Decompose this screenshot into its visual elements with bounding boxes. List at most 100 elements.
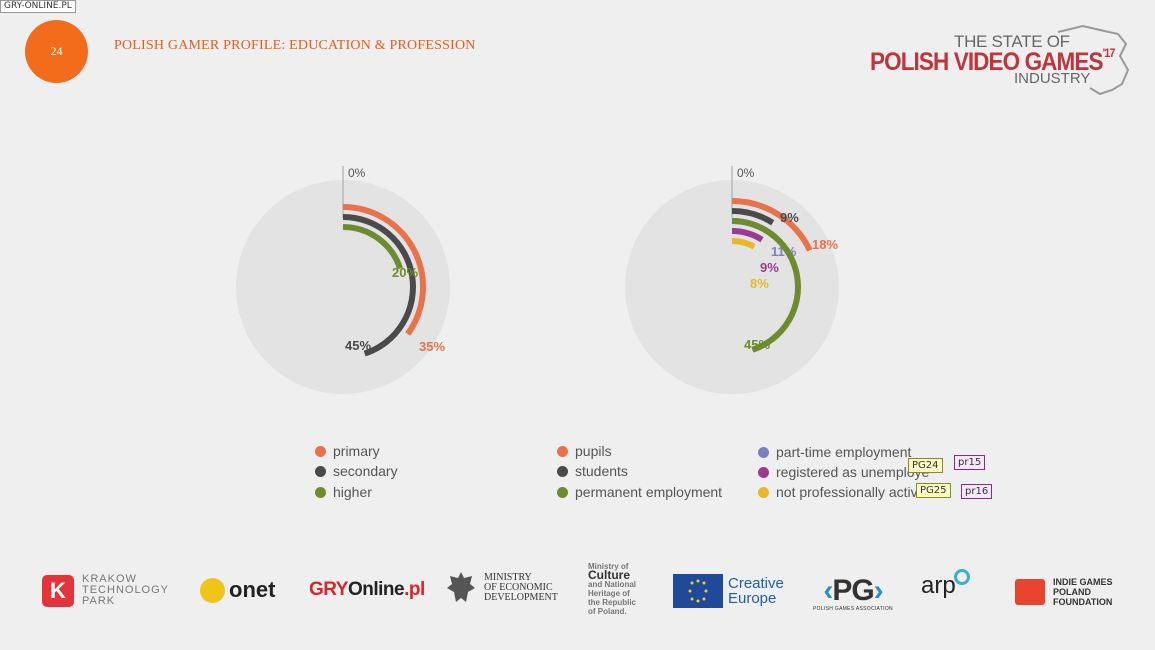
legend-dot [557,465,568,477]
radial-chart-2: 0%18%9%11%9%8%45% [625,166,839,394]
ktp-line: KRAKOW [82,573,137,585]
arc-not-professionally-active [731,238,756,250]
legend-dot [315,486,326,498]
igf-line: FOUNDATION [1053,597,1113,607]
culture-text: Ministry of Culture and National Heritag… [588,562,636,616]
igf-text: INDIE GAMES POLAND FOUNDATION [1053,577,1113,607]
partner-logos: K KRAKOW TECHNOLOGY PARK onet GRYOnline.… [0,560,1155,624]
radial-chart-1: 0% 35% 45% 20% [236,166,450,394]
logo-arp: arp [921,569,972,600]
culture-line: Culture [588,568,630,582]
data-label-pupils: 18% [812,237,838,252]
zero-label: 0% [737,166,755,180]
gry-text: GRYOnline.pl [309,579,425,600]
igf-icon [1015,579,1045,605]
data-label-primary: 35% [419,339,445,354]
arc-registered-as-unemployed [731,228,764,243]
onet-text: onet [229,577,276,602]
brand-line3: INDUSTRY [1014,70,1091,87]
ktp-line: TECHNOLOGY [82,584,170,596]
legend-item-higher: higher [315,484,372,500]
igf-line: POLAND [1053,587,1091,597]
legend-dot [557,445,568,457]
ce-line: Creative [728,575,784,592]
logo-krakow-technology-park: K KRAKOW TECHNOLOGY PARK [42,574,169,607]
ministry-line: MINISTRY [484,572,532,583]
data-label-registered-as-unemployed: 9% [760,260,779,275]
ktp-line: PARK [82,595,116,607]
zero-label: 0% [348,166,366,180]
ministry-line: OF ECONOMIC [484,582,553,593]
data-label-higher: 20% [392,265,418,280]
legend-dot [758,446,769,458]
legend-label: permanent employment [575,484,723,500]
logo-creative-europe: Creative Europe [673,574,784,608]
legend-label: registered as unemploye [776,464,930,480]
legend-label: secondary [333,463,398,479]
creative-europe-text: Creative Europe [728,576,784,606]
pg-sub: POLISH GAMES ASSOCIATION [813,606,893,612]
ktp-text: KRAKOW TECHNOLOGY PARK [82,574,169,607]
arp-ring-icon [953,569,970,585]
eagle-icon [447,572,475,602]
arc-secondary [342,214,416,357]
poland-outline-icon [1057,24,1130,96]
legend-label: students [575,463,628,479]
legend-label: pupils [575,443,612,459]
legend-label: part-time employment [776,444,912,460]
arp-text: arp [921,572,956,599]
legend-dot [315,465,326,477]
legend-dot [315,445,326,457]
legend-item-unemployed: registered as unemploye [758,464,929,480]
legend-item-secondary: secondary [315,463,398,479]
culture-line: Heritage of [588,589,630,598]
logo-polish-games-association: ‹PG› POLISH GAMES ASSOCIATION [808,568,898,614]
culture-line: the Republic [588,598,637,607]
page-number-badge: 24 [25,20,88,83]
logo-ministry-economic: MINISTRY OF ECONOMIC DEVELOPMENT [446,570,558,606]
ktp-icon: K [42,574,74,607]
onet-dot-icon [200,577,225,603]
culture-line: of Poland. [588,607,627,616]
ministry-text: MINISTRY OF ECONOMIC DEVELOPMENT [484,573,558,603]
ministry-line: DEVELOPMENT [484,592,558,603]
brand-logo: THE STATE OF POLISH VIDEO GAMES'17 INDUS… [868,22,1130,100]
legend-label: primary [333,443,380,459]
tag-pg24[interactable]: PG24 [908,458,943,473]
culture-line: Ministry of [588,562,629,571]
data-label-permanent-employment: 45% [744,337,770,352]
eu-flag-icon [673,574,723,608]
data-label-students: 9% [780,210,799,225]
logo-indie-games-poland: INDIE GAMES POLAND FOUNDATION [1015,577,1113,607]
legend-dot [758,486,769,498]
legend-item-primary: primary [315,443,380,459]
legend-item-not-active: not professionally active [758,484,925,500]
arc-students [731,208,775,226]
tag-pr15[interactable]: pr15 [954,455,986,470]
legend-item-permanent-employment: permanent employment [557,484,722,500]
arc-permanent-employment [731,218,801,353]
legend-dot [758,466,769,478]
data-label-secondary: 45% [345,338,371,353]
logo-gryonline: GRYOnline.pl [309,579,425,601]
legend-label: not professionally active [776,484,926,500]
igf-line: INDIE GAMES [1053,577,1113,587]
logo-ministry-culture: Ministry of Culture and National Heritag… [588,562,636,616]
chart-background [625,180,839,394]
legend-label: higher [333,484,372,500]
page-title: POLISH GAMER PROFILE: EDUCATION & PROFES… [114,38,476,53]
brand-line2: POLISH VIDEO GAMES'17 [870,45,1115,76]
arc-higher [342,224,403,270]
legend-item-part-time: part-time employment [758,444,911,460]
legend-item-pupils: pupils [557,443,612,459]
chart-background [236,180,450,394]
ce-line: Europe [728,590,777,607]
tag-pg25[interactable]: PG25 [916,483,951,498]
arc-primary [342,204,426,336]
tag-pr16[interactable]: pr16 [961,484,993,499]
culture-line: and National [588,580,637,589]
logo-onet: onet [200,577,275,603]
legend-dot [557,486,568,498]
data-label-not-professionally-active: 8% [750,276,769,291]
